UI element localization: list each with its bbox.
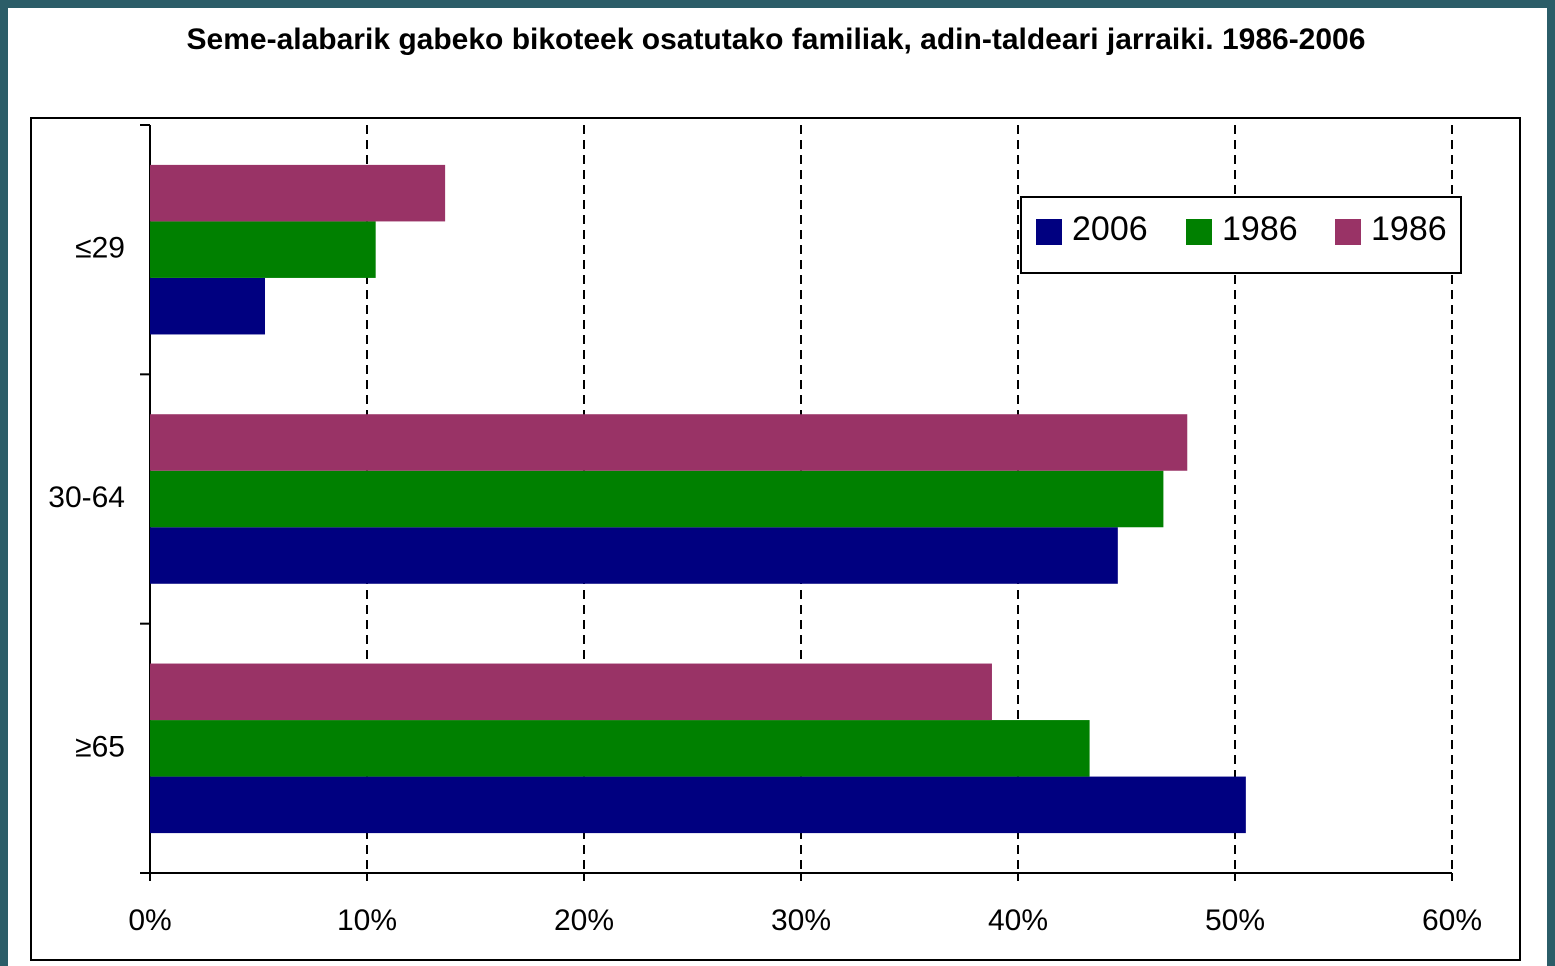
bar	[150, 277, 266, 335]
x-tick-label: 30%	[771, 904, 831, 937]
bar	[150, 720, 1090, 777]
x-tick-label: 40%	[988, 904, 1048, 937]
legend-label: 2006	[1072, 210, 1148, 248]
bar	[150, 663, 992, 721]
legend-swatch	[1036, 219, 1062, 245]
legend-label: 1986	[1222, 210, 1298, 248]
x-tick-label: 50%	[1205, 904, 1265, 937]
legend-label: 1986	[1371, 210, 1447, 248]
plot-frame	[30, 117, 1521, 961]
x-tick-label: 60%	[1422, 904, 1482, 937]
bar	[150, 414, 1188, 471]
y-tick-label: 30-64	[48, 481, 125, 514]
x-tick-label: 10%	[337, 904, 397, 937]
bar	[150, 527, 1118, 584]
bar	[150, 776, 1246, 834]
bar	[150, 221, 376, 278]
legend-swatch	[1186, 219, 1212, 245]
x-tick-label: 20%	[554, 904, 614, 937]
x-tick-label: 0%	[128, 904, 171, 937]
chart-title: Seme-alabarik gabeko bikoteek osatutako …	[187, 23, 1366, 56]
bar	[150, 164, 446, 222]
legend-box	[1020, 196, 1462, 274]
bar	[150, 470, 1164, 528]
y-tick-label: ≤29	[75, 232, 125, 265]
legend-swatch	[1335, 219, 1361, 245]
y-tick-label: ≥65	[75, 730, 125, 763]
